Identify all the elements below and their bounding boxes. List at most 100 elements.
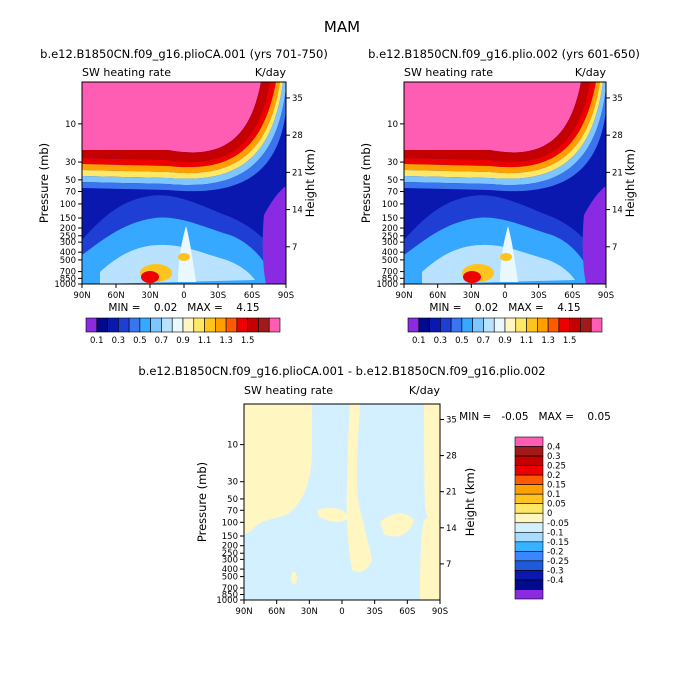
panel-1-title: b.e12.B1850CN.f09_g16.plioCA.001 (yrs 70… xyxy=(40,47,328,61)
panel-2-purple xyxy=(582,186,606,284)
colorbar-swatch xyxy=(483,317,495,333)
right-tick-label: 28 xyxy=(612,131,623,141)
colorbar-swatch xyxy=(514,541,544,552)
colorbar-swatch xyxy=(514,531,544,543)
panel-1-band-red xyxy=(82,82,270,162)
colorbar-label: 0.7 xyxy=(155,336,169,346)
colorbar-label: 1.3 xyxy=(219,336,233,346)
colorbar-swatch xyxy=(493,317,506,333)
right-tick-label: 21 xyxy=(446,488,457,498)
x-tick-label: 60S xyxy=(564,291,580,301)
x-tick-label: 30N xyxy=(141,291,158,301)
colorbar-label: 0.5 xyxy=(133,336,147,346)
y-tick-label: 850 xyxy=(222,591,238,601)
colorbar-swatch xyxy=(461,317,473,333)
y-tick-label: 850 xyxy=(60,274,76,284)
x-tick-label: 90S xyxy=(432,607,448,617)
panel-3-yellow-blob-2 xyxy=(380,513,414,537)
y-tick-label: 1000 xyxy=(54,280,76,290)
panel-2-band-red xyxy=(404,82,590,162)
x-tick-label: 0 xyxy=(502,291,507,301)
right-tick-label: 7 xyxy=(446,560,451,570)
colorbar-label: 0.3 xyxy=(547,452,561,462)
colorbar-swatch xyxy=(472,317,484,333)
colorbar-swatch xyxy=(258,317,270,333)
colorbar-swatch xyxy=(514,589,544,600)
panel-3-plot-area xyxy=(244,404,440,600)
panel-2-band-red2 xyxy=(404,82,596,168)
y-tick-label: 300 xyxy=(382,238,398,248)
y-tick-label: 10 xyxy=(227,441,238,451)
y-tick-label: 10 xyxy=(387,120,398,130)
x-tick-label: 60N xyxy=(107,291,124,301)
panel-3-x-ticks: 90N 60N 30N 0 30S 60S 90S xyxy=(235,600,448,617)
panel-2-x-ticks: 90N 60N 30N 0 30S 60S 90S xyxy=(395,284,614,301)
panel-2-ylabel: Pressure (mb) xyxy=(359,143,373,223)
colorbar-swatch xyxy=(514,551,544,562)
y-tick-label: 250 xyxy=(382,232,398,242)
colorbar-swatch xyxy=(514,522,544,533)
colorbar-swatch xyxy=(569,317,581,333)
colorbar-swatch xyxy=(418,317,430,333)
colorbar-swatch xyxy=(139,317,151,333)
y-tick-label: 400 xyxy=(222,565,238,575)
panel-2-subtitle: SW heating rate xyxy=(404,66,493,79)
colorbar-swatch xyxy=(514,465,544,476)
colorbar-label: -0.15 xyxy=(547,538,569,548)
colorbar-swatch xyxy=(514,446,544,457)
colorbar-swatch xyxy=(514,512,544,524)
colorbar-label: -0.05 xyxy=(547,519,569,529)
panel-1-minmax: MIN = 0.02 MAX = 4.15 xyxy=(108,302,259,314)
panel-1-hotspot-2 xyxy=(178,253,190,261)
colorbar-swatch xyxy=(171,317,184,333)
panel-3-yellow-center xyxy=(346,404,372,572)
colorbar-swatch xyxy=(193,317,205,333)
y-tick-label: 50 xyxy=(227,495,238,505)
y-tick-label: 70 xyxy=(387,188,398,198)
colorbar-label: -0.4 xyxy=(547,576,564,586)
colorbar-swatch xyxy=(514,484,544,495)
panel-3: b.e12.B1850CN.f09_g16.plioCA.001 - b.e12… xyxy=(138,364,610,617)
right-tick-label: 35 xyxy=(612,94,623,104)
colorbar-swatch xyxy=(268,317,281,333)
y-tick-label: 500 xyxy=(382,256,398,266)
x-tick-label: 90N xyxy=(395,291,412,301)
y-tick-label: 200 xyxy=(60,224,76,234)
x-tick-label: 30S xyxy=(531,291,547,301)
colorbar-swatch xyxy=(590,317,603,333)
colorbar-label: -0.1 xyxy=(547,528,564,538)
x-tick-label: 90N xyxy=(235,607,252,617)
y-tick-label: 400 xyxy=(382,248,398,258)
y-tick-label: 850 xyxy=(382,274,398,284)
panel-1-ylabel-right: Height (km) xyxy=(303,149,317,218)
panel-1-top-pink xyxy=(82,82,261,153)
panel-2-top-pink xyxy=(404,82,581,153)
y-tick-label: 700 xyxy=(382,268,398,278)
colorbar-label: 0.1 xyxy=(547,490,561,500)
colorbar-label: 0.9 xyxy=(176,336,190,346)
x-tick-label: 30S xyxy=(367,607,383,617)
colorbar-swatch xyxy=(128,317,141,333)
panel-3-title: b.e12.B1850CN.f09_g16.plioCA.001 - b.e12… xyxy=(138,364,545,378)
x-tick-label: 60S xyxy=(399,607,415,617)
panel-1-ylabel: Pressure (mb) xyxy=(37,143,51,223)
x-tick-label: 30N xyxy=(301,607,318,617)
colorbar-label: 1.3 xyxy=(541,336,555,346)
y-tick-label: 250 xyxy=(222,549,238,559)
panel-2-hotspot-core xyxy=(463,271,481,283)
colorbar-label: 0.2 xyxy=(547,471,561,481)
y-tick-label: 70 xyxy=(227,506,238,516)
panel-1-plot-area xyxy=(82,82,286,284)
colorbar-swatch xyxy=(580,317,592,333)
x-tick-label: 30S xyxy=(210,291,226,301)
colorbar-label: -0.3 xyxy=(547,566,564,576)
colorbar-swatch xyxy=(514,503,544,514)
colorbar-label: 0.4 xyxy=(547,443,561,453)
y-tick-label: 150 xyxy=(60,214,76,224)
panel-1-colorbar: 0.1 0.3 0.5 0.7 0.9 1.1 1.3 1.5 xyxy=(85,317,281,346)
colorbar-label: 1.5 xyxy=(241,336,255,346)
colorbar-swatch xyxy=(514,436,544,447)
colorbar-label: 0.7 xyxy=(477,336,491,346)
